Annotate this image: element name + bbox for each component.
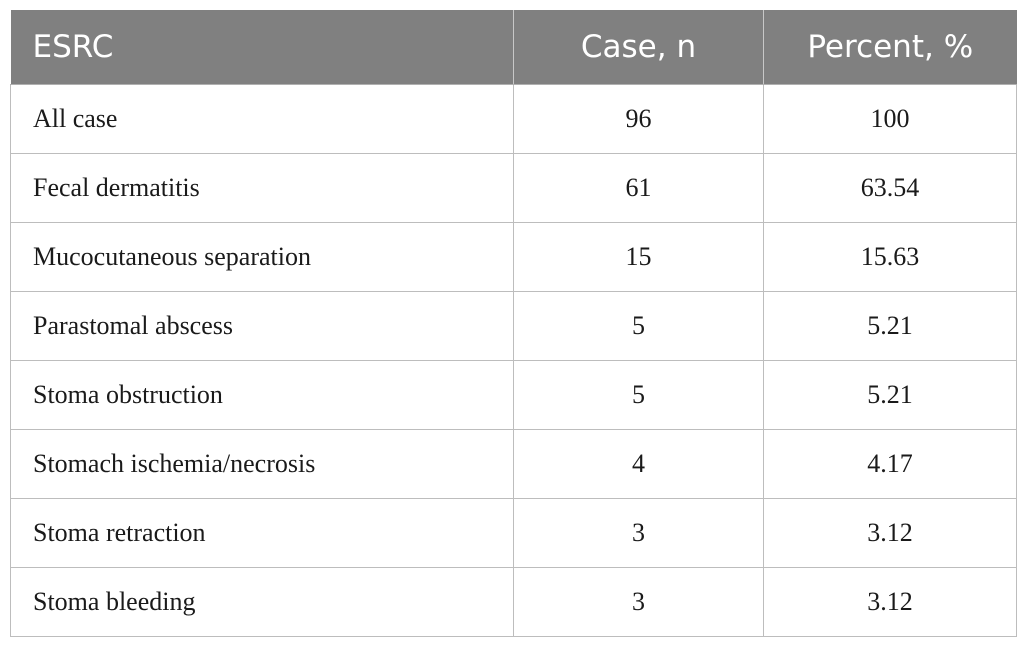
table-row: Stoma bleeding 3 3.12 bbox=[10, 567, 1017, 637]
header-percent: Percent, % bbox=[763, 10, 1017, 85]
row-label: Parastomal abscess bbox=[10, 291, 514, 361]
row-case: 3 bbox=[513, 567, 764, 637]
row-label: Stoma retraction bbox=[10, 498, 514, 568]
row-percent: 5.21 bbox=[763, 291, 1017, 361]
row-case: 96 bbox=[513, 84, 764, 154]
row-percent: 3.12 bbox=[763, 567, 1017, 637]
row-case: 3 bbox=[513, 498, 764, 568]
row-label: Stomach ischemia/necrosis bbox=[10, 429, 514, 499]
header-esrc: ESRC bbox=[10, 10, 514, 85]
row-case: 5 bbox=[513, 360, 764, 430]
row-percent: 100 bbox=[763, 84, 1017, 154]
row-label: Fecal dermatitis bbox=[10, 153, 514, 223]
header-row: ESRC Case, n Percent, % bbox=[10, 10, 1017, 85]
table-row: Stomach ischemia/necrosis 4 4.17 bbox=[10, 429, 1017, 499]
row-case: 15 bbox=[513, 222, 764, 292]
row-percent: 15.63 bbox=[763, 222, 1017, 292]
row-case: 61 bbox=[513, 153, 764, 223]
row-label: Stoma bleeding bbox=[10, 567, 514, 637]
row-percent: 63.54 bbox=[763, 153, 1017, 223]
row-label: All case bbox=[10, 84, 514, 154]
table-row: Parastomal abscess 5 5.21 bbox=[10, 291, 1017, 361]
esrc-table: ESRC Case, n Percent, % All case 96 100 … bbox=[10, 10, 1017, 637]
row-label: Mucocutaneous separation bbox=[10, 222, 514, 292]
table-row: Stoma obstruction 5 5.21 bbox=[10, 360, 1017, 430]
row-case: 5 bbox=[513, 291, 764, 361]
table-row: Fecal dermatitis 61 63.54 bbox=[10, 153, 1017, 223]
header-case-n: Case, n bbox=[513, 10, 764, 85]
row-case: 4 bbox=[513, 429, 764, 499]
row-percent: 4.17 bbox=[763, 429, 1017, 499]
table-row: Stoma retraction 3 3.12 bbox=[10, 498, 1017, 568]
row-label: Stoma obstruction bbox=[10, 360, 514, 430]
row-percent: 5.21 bbox=[763, 360, 1017, 430]
esrc-table-container: ESRC Case, n Percent, % All case 96 100 … bbox=[10, 10, 1017, 637]
table-row: Mucocutaneous separation 15 15.63 bbox=[10, 222, 1017, 292]
row-percent: 3.12 bbox=[763, 498, 1017, 568]
table-header: ESRC Case, n Percent, % bbox=[10, 10, 1017, 85]
table-row: All case 96 100 bbox=[10, 84, 1017, 154]
table-body: All case 96 100 Fecal dermatitis 61 63.5… bbox=[10, 84, 1017, 637]
